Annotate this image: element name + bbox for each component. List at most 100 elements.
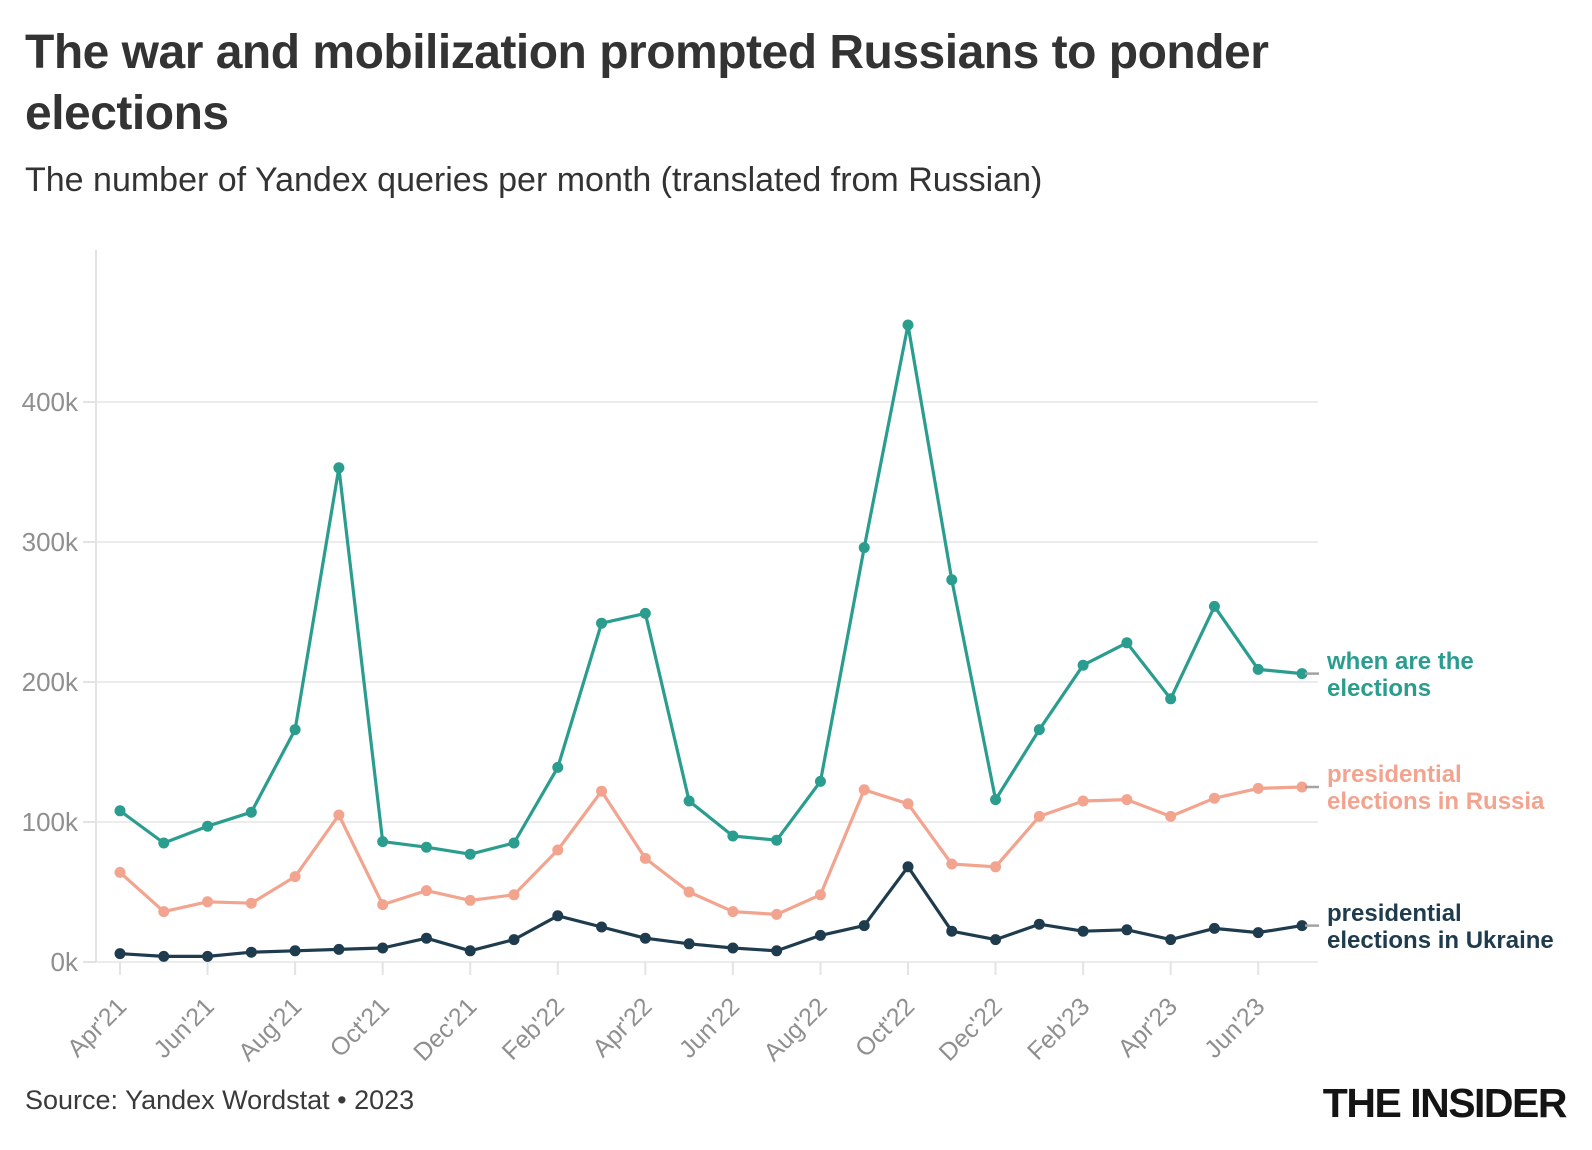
y-axis-label: 200k — [22, 667, 79, 697]
x-axis-label: Oct'22 — [850, 992, 920, 1062]
data-point-presidential-elections-in-russia — [639, 852, 651, 864]
data-point-presidential-elections-in-russia — [1296, 781, 1308, 793]
data-point-when-are-the-elections — [1296, 668, 1308, 680]
data-point-presidential-elections-in-russia — [158, 906, 170, 918]
data-point-presidential-elections-in-ukraine — [727, 942, 739, 954]
data-point-presidential-elections-in-ukraine — [508, 934, 520, 946]
data-point-presidential-elections-in-ukraine — [814, 929, 826, 941]
x-axis-label: Dec'21 — [408, 992, 482, 1066]
data-point-when-are-the-elections — [377, 836, 389, 848]
data-point-when-are-the-elections — [990, 794, 1002, 806]
data-point-presidential-elections-in-russia — [1252, 782, 1264, 794]
data-point-when-are-the-elections — [333, 462, 345, 474]
data-point-presidential-elections-in-ukraine — [1296, 920, 1308, 932]
data-point-presidential-elections-in-ukraine — [596, 921, 608, 933]
data-point-when-are-the-elections — [1077, 659, 1089, 671]
data-point-presidential-elections-in-russia — [902, 798, 914, 810]
data-point-presidential-elections-in-russia — [377, 899, 389, 911]
data-point-presidential-elections-in-russia — [289, 871, 301, 883]
data-point-presidential-elections-in-russia — [727, 906, 739, 918]
data-point-when-are-the-elections — [858, 542, 870, 554]
data-point-when-are-the-elections — [1121, 637, 1133, 649]
data-point-when-are-the-elections — [245, 806, 257, 818]
data-point-presidential-elections-in-ukraine — [990, 934, 1002, 946]
data-point-presidential-elections-in-ukraine — [1252, 927, 1264, 939]
data-point-presidential-elections-in-russia — [771, 908, 783, 920]
data-point-presidential-elections-in-ukraine — [946, 925, 958, 937]
x-axis-label: Apr'22 — [587, 992, 657, 1062]
data-point-presidential-elections-in-russia — [1121, 794, 1133, 806]
data-point-presidential-elections-in-russia — [114, 866, 126, 878]
page-subtitle: The number of Yandex queries per month (… — [25, 161, 1043, 199]
page-title-line1: The war and mobilization prompted Russia… — [25, 26, 1269, 79]
data-point-when-are-the-elections — [114, 805, 126, 817]
page-title: The war and mobilization prompted Russia… — [25, 22, 1269, 144]
data-point-when-are-the-elections — [202, 820, 214, 832]
series-line-presidential-elections-in-russia — [118, 785, 1304, 917]
data-point-when-are-the-elections — [639, 607, 651, 619]
data-point-when-are-the-elections — [946, 574, 958, 586]
source-note: Source: Yandex Wordstat • 2023 — [25, 1085, 415, 1115]
data-point-presidential-elections-in-russia — [1033, 810, 1045, 822]
data-point-presidential-elections-in-ukraine — [333, 943, 345, 955]
data-point-presidential-elections-in-russia — [990, 861, 1002, 873]
data-point-presidential-elections-in-russia — [1077, 795, 1089, 807]
data-point-when-are-the-elections — [1208, 600, 1220, 612]
x-axis-label: Jun'21 — [148, 992, 219, 1063]
y-axis-label: 300k — [22, 527, 79, 557]
data-point-presidential-elections-in-ukraine — [202, 950, 214, 962]
data-point-presidential-elections-in-ukraine — [771, 945, 783, 957]
x-axis-label: Jun'23 — [1199, 992, 1270, 1063]
data-point-when-are-the-elections — [814, 775, 826, 787]
publisher-logo: THE INSIDER — [1322, 1080, 1568, 1126]
data-point-presidential-elections-in-ukraine — [158, 950, 170, 962]
x-axis-label: Apr'23 — [1113, 992, 1183, 1062]
x-axis-label: Feb'22 — [497, 992, 570, 1065]
data-point-when-are-the-elections — [420, 841, 432, 853]
series-line-when-are-the-elections — [118, 323, 1304, 856]
x-axis-label: Apr'21 — [62, 992, 132, 1062]
data-point-presidential-elections-in-russia — [1208, 792, 1220, 804]
y-axis-label: 100k — [22, 807, 79, 837]
data-point-when-are-the-elections — [1165, 693, 1177, 705]
data-point-presidential-elections-in-ukraine — [1077, 925, 1089, 937]
y-axis-label: 400k — [22, 387, 79, 417]
data-point-presidential-elections-in-ukraine — [114, 948, 126, 960]
x-axis-label: Aug'22 — [758, 992, 832, 1066]
x-axis-label: Aug'21 — [233, 992, 307, 1066]
data-point-presidential-elections-in-ukraine — [377, 942, 389, 954]
data-point-presidential-elections-in-ukraine — [858, 920, 870, 932]
data-point-presidential-elections-in-russia — [202, 896, 214, 908]
x-axis-label: Jun'22 — [674, 992, 745, 1063]
x-axis-label: Feb'23 — [1022, 992, 1095, 1065]
data-point-presidential-elections-in-ukraine — [902, 861, 914, 873]
data-point-presidential-elections-in-russia — [245, 897, 257, 909]
data-point-presidential-elections-in-russia — [814, 889, 826, 901]
data-point-when-are-the-elections — [596, 617, 608, 629]
data-point-when-are-the-elections — [902, 319, 914, 331]
data-point-presidential-elections-in-ukraine — [639, 932, 651, 944]
data-point-presidential-elections-in-ukraine — [552, 910, 564, 922]
data-point-presidential-elections-in-russia — [946, 858, 958, 870]
data-point-presidential-elections-in-ukraine — [1033, 918, 1045, 930]
data-point-when-are-the-elections — [683, 795, 695, 807]
x-axis-label: Oct'21 — [325, 992, 395, 1062]
data-point-when-are-the-elections — [552, 761, 564, 773]
data-point-presidential-elections-in-ukraine — [1208, 922, 1220, 934]
data-point-when-are-the-elections — [727, 830, 739, 842]
data-point-when-are-the-elections — [464, 848, 476, 860]
y-axis-label: 0k — [51, 947, 79, 977]
data-point-presidential-elections-in-russia — [420, 885, 432, 897]
x-axis-label: Dec'22 — [934, 992, 1008, 1066]
data-point-presidential-elections-in-russia — [596, 785, 608, 797]
data-point-presidential-elections-in-ukraine — [289, 945, 301, 957]
data-point-when-are-the-elections — [508, 837, 520, 849]
data-point-presidential-elections-in-ukraine — [1121, 924, 1133, 936]
data-point-when-are-the-elections — [1252, 663, 1264, 675]
data-point-when-are-the-elections — [158, 837, 170, 849]
data-point-presidential-elections-in-russia — [683, 886, 695, 898]
data-point-presidential-elections-in-ukraine — [683, 938, 695, 950]
data-point-presidential-elections-in-russia — [858, 784, 870, 796]
